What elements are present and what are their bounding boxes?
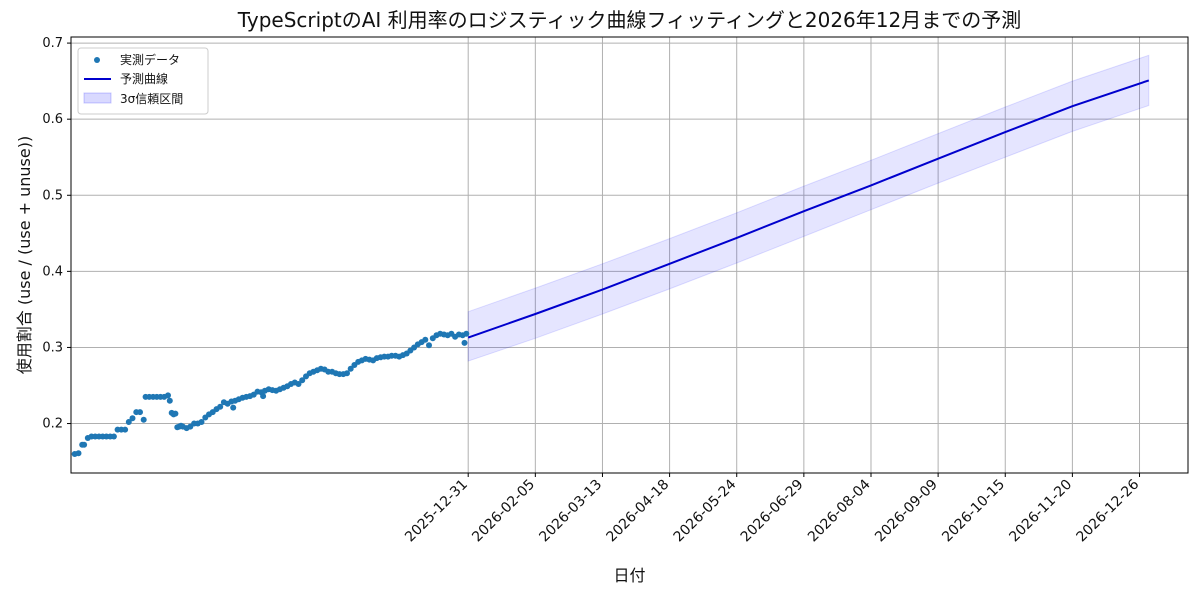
x-tick-label: 2026-12-26 — [1073, 476, 1142, 545]
observed-point — [165, 392, 171, 399]
observed-point — [129, 415, 136, 422]
observed-point — [172, 410, 179, 417]
x-tick-label: 2025-12-31 — [402, 477, 471, 546]
observed-point — [217, 403, 224, 410]
y-tick-label: 0.3 — [42, 340, 63, 355]
observed-point — [426, 342, 432, 349]
observed-points-layer — [71, 330, 470, 457]
legend-label-prediction: 予測曲線 — [120, 71, 168, 86]
observed-point — [75, 450, 82, 457]
observed-point — [137, 409, 143, 416]
observed-point — [461, 339, 468, 346]
legend-label-band: 3σ信頼区間 — [120, 92, 183, 106]
prediction-curve — [467, 79, 1150, 339]
y-tick-label: 0.7 — [42, 36, 63, 51]
x-tick-label: 2026-04-18 — [604, 477, 673, 546]
y-tick-label: 0.2 — [42, 417, 63, 432]
observed-point — [344, 370, 350, 377]
observed-point — [347, 365, 354, 372]
confidence-band-layer — [467, 54, 1150, 362]
x-axis-ticks: 2025-12-312026-02-052026-03-132026-04-18… — [402, 473, 1142, 545]
observed-point — [299, 377, 306, 384]
legend: 実測データ 予測曲線 3σ信頼区間 — [77, 47, 209, 115]
y-tick-label: 0.4 — [42, 264, 63, 279]
x-tick-label: 2026-02-05 — [469, 477, 538, 546]
observed-point — [122, 426, 129, 433]
observed-point — [463, 330, 470, 337]
y-tick-label: 0.6 — [42, 112, 63, 127]
observed-point — [166, 397, 173, 404]
x-tick-label: 2026-03-13 — [536, 477, 605, 546]
x-tick-label: 2026-11-20 — [1006, 477, 1075, 546]
chart-title: TypeScriptのAI 利用率のロジスティック曲線フィッティングと2026年… — [237, 8, 1021, 32]
grid-layer — [71, 37, 1188, 473]
observed-point — [125, 419, 132, 425]
x-tick-label: 2026-05-24 — [671, 476, 740, 545]
plot-frame — [70, 36, 1189, 474]
observed-point — [81, 441, 88, 448]
observed-point — [422, 336, 429, 343]
prediction-line-layer — [467, 79, 1150, 339]
observed-point — [110, 433, 117, 440]
x-axis-label: 日付 — [613, 566, 645, 585]
observed-point — [140, 416, 147, 423]
observed-point — [260, 393, 267, 400]
x-tick-label: 2026-06-29 — [738, 477, 807, 546]
legend-marker-band — [83, 92, 112, 104]
observed-point — [230, 404, 237, 411]
x-tick-label: 2026-10-15 — [939, 477, 1008, 546]
observed-point — [295, 381, 302, 387]
x-tick-label: 2026-09-09 — [872, 477, 941, 546]
confidence-band — [467, 54, 1150, 362]
y-tick-label: 0.5 — [42, 188, 63, 203]
y-axis-label: 使用割合 (use / (use + unuse)) — [15, 136, 34, 374]
legend-label-observed: 実測データ — [120, 52, 180, 67]
legend-box — [77, 47, 209, 115]
legend-marker-observed — [94, 57, 100, 63]
x-tick-label: 2026-08-04 — [805, 476, 874, 545]
y-axis-ticks: 0.2 0.3 0.4 0.5 0.6 0.7 — [42, 36, 71, 432]
observed-point — [198, 419, 205, 425]
